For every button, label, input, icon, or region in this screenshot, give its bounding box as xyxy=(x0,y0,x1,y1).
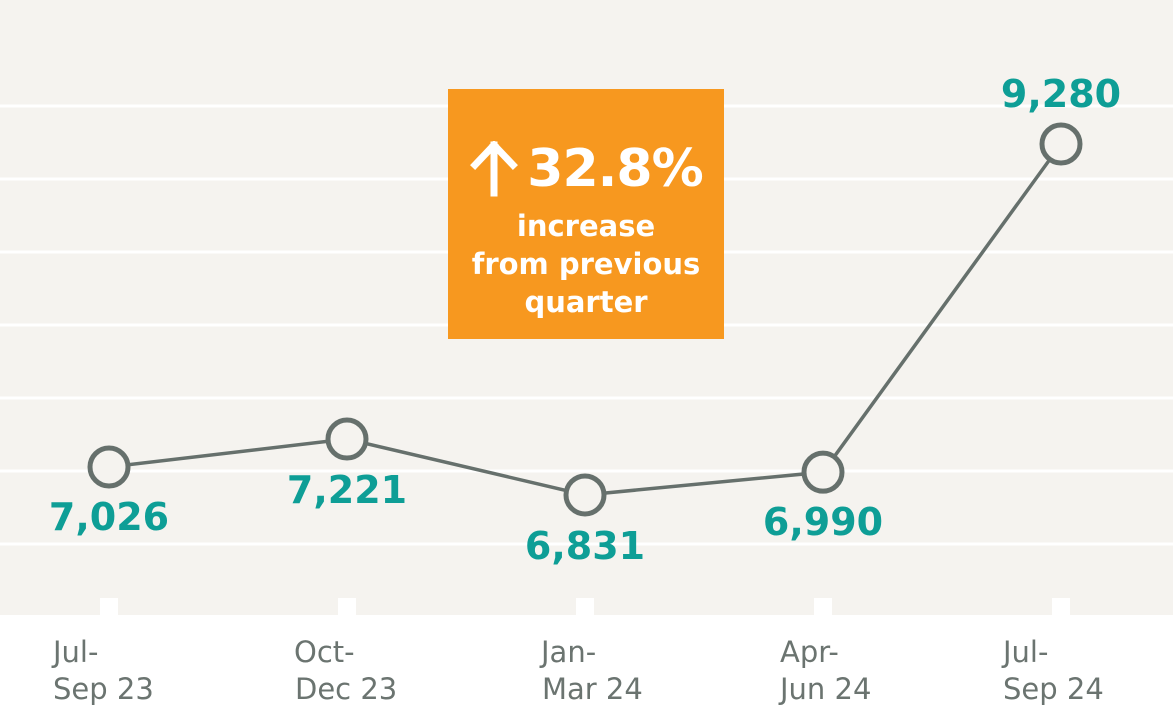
x-axis-label: Dec 23 xyxy=(295,672,397,706)
callout-headline: 32.8% xyxy=(448,133,724,205)
arrow-up-icon xyxy=(470,141,519,197)
x-axis-label: Jun 24 xyxy=(778,672,871,706)
x-axis-label: Sep 24 xyxy=(1003,672,1104,706)
x-tick xyxy=(814,598,832,615)
x-axis-label: Jan- xyxy=(539,635,596,669)
callout-line: increase xyxy=(516,209,656,243)
x-axis-label: Mar 24 xyxy=(542,672,643,706)
x-tick xyxy=(100,598,118,615)
value-labels: 7,026 7,221 6,831 6,990 9,280 xyxy=(49,72,1121,568)
x-axis-label: Apr- xyxy=(780,635,839,669)
callout-line: quarter xyxy=(524,285,648,319)
x-tick xyxy=(1052,598,1070,615)
data-point xyxy=(1039,122,1083,166)
callout-percent: 32.8% xyxy=(527,139,703,199)
callout-line: from previous xyxy=(471,247,701,281)
x-axis-label: Jul- xyxy=(1001,635,1048,669)
data-points xyxy=(87,122,1083,517)
value-label: 6,990 xyxy=(763,500,883,544)
value-label: 9,280 xyxy=(1001,72,1121,116)
data-point xyxy=(325,417,369,461)
increase-callout: 32.8% increase from previous quarter xyxy=(448,89,724,339)
data-point xyxy=(563,473,607,517)
x-axis-ticks xyxy=(100,598,1070,615)
x-axis-label: Sep 23 xyxy=(53,672,154,706)
x-axis-label: Oct- xyxy=(294,635,355,669)
x-tick xyxy=(576,598,594,615)
value-label: 7,026 xyxy=(49,495,169,539)
value-label: 6,831 xyxy=(525,524,645,568)
data-point xyxy=(87,445,131,489)
data-point xyxy=(801,450,845,494)
x-tick xyxy=(338,598,356,615)
value-label: 7,221 xyxy=(287,468,407,512)
x-axis-label: Jul- xyxy=(51,635,98,669)
callout-description: increase from previous quarter xyxy=(448,207,724,321)
